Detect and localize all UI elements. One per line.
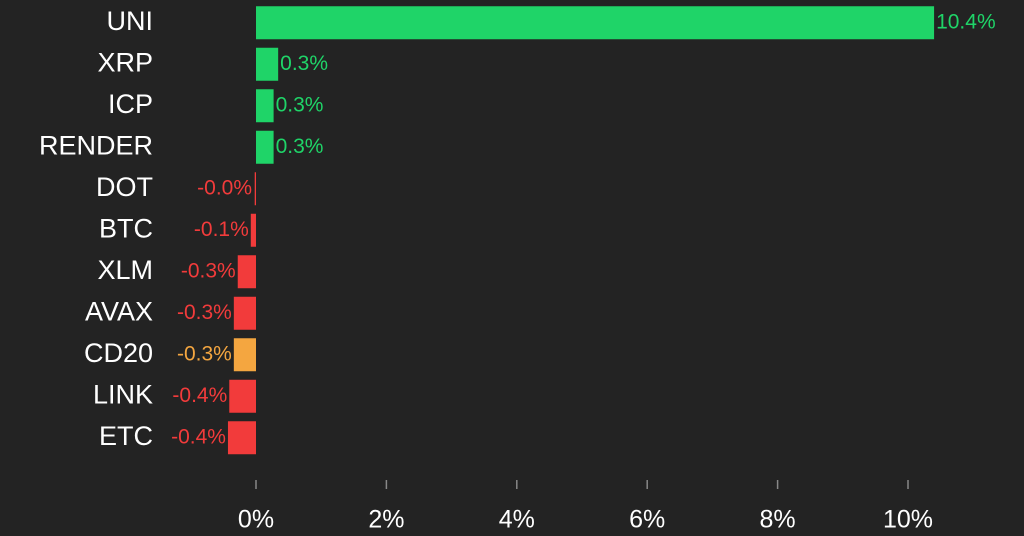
value-label: -0.3% [181,259,236,282]
bar [233,296,256,330]
category-label: ICP [108,89,153,119]
value-label: 0.3% [276,135,324,158]
category-label: BTC [99,213,153,243]
bar [229,379,256,413]
value-label: -0.1% [194,218,249,241]
bar [233,338,256,372]
x-tick-label: 8% [760,506,796,534]
bar [256,89,274,123]
value-label: -0.0% [197,176,252,199]
x-tick-label: 2% [368,506,404,534]
bar [256,130,274,164]
bar [250,213,256,247]
value-label: -0.3% [177,342,232,365]
bar [256,47,279,81]
x-tick-label: 10% [883,506,933,534]
category-label: CD20 [84,338,153,368]
category-label: XLM [97,255,153,285]
value-label: -0.3% [177,301,232,324]
value-label: 0.3% [280,52,328,75]
category-label: UNI [107,6,154,36]
category-label: LINK [93,379,153,409]
category-label: XRP [97,47,153,77]
value-label: 0.3% [276,93,324,116]
category-label: DOT [96,172,153,202]
x-tick-label: 4% [499,506,535,534]
category-label: RENDER [39,130,153,160]
category-label: ETC [99,421,153,451]
x-tick-label: 6% [629,506,665,534]
bar [237,255,256,289]
bar [227,421,256,455]
category-label: AVAX [85,296,153,326]
value-label: 10.4% [936,10,996,33]
value-label: -0.4% [172,384,227,407]
value-label: -0.4% [171,425,226,448]
bar [254,172,256,206]
x-tick-label: 0% [238,506,274,534]
bar [256,6,935,40]
